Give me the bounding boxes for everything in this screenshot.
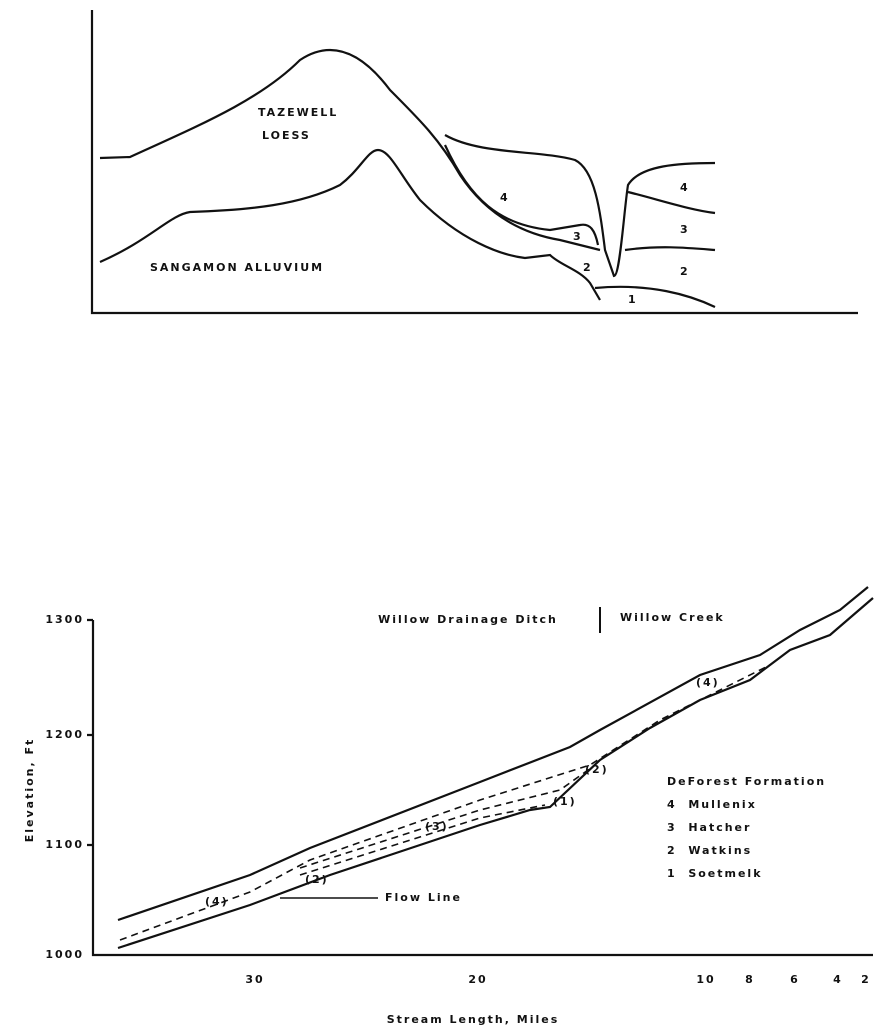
label: TAZEWELL	[258, 106, 338, 119]
label: SANGAMON ALLUVIUM	[150, 261, 324, 274]
x-tick-label: 6	[790, 973, 800, 986]
header: Willow Drainage Ditch	[378, 613, 558, 626]
label: 2	[680, 265, 690, 278]
unit-label: (4)	[205, 895, 229, 908]
unit-label: (2)	[305, 873, 329, 886]
unit-boundary	[299, 804, 546, 876]
label: 3	[573, 230, 583, 243]
unit-3-base	[443, 144, 600, 246]
label: 2	[583, 261, 593, 274]
axis	[91, 620, 873, 957]
label: 4	[500, 191, 510, 204]
x-tick-label: 20	[468, 973, 487, 986]
legend-item: 2 Watkins	[667, 844, 752, 857]
unit-label: (3)	[425, 820, 449, 833]
sangamon-surface	[99, 148, 601, 301]
y-axis-label: Elevation, Ft	[23, 738, 36, 843]
flow-line	[117, 597, 874, 950]
unit-label: (2)	[585, 763, 609, 776]
x-tick-label: 8	[745, 973, 755, 986]
legend-item: 3 Hatcher	[667, 821, 751, 834]
y-tick-label: 1100	[45, 838, 84, 851]
y-tick-label: 1000	[45, 948, 84, 961]
unit-boundary	[119, 664, 771, 941]
y-tick-label: 1200	[45, 728, 84, 741]
label: 1	[628, 293, 638, 306]
label: 4	[680, 181, 690, 194]
x-tick-label: 10	[696, 973, 715, 986]
label: 3	[680, 223, 690, 236]
axis	[90, 10, 858, 315]
label: LOESS	[262, 129, 311, 142]
stream-surface	[117, 586, 869, 922]
unit-2-right	[624, 246, 716, 252]
x-tick-label: 4	[833, 973, 843, 986]
x-tick-label: 2	[861, 973, 871, 986]
unit-boundary	[299, 764, 596, 869]
legend-title: DeForest Formation	[667, 775, 826, 788]
legend-item: 4 Mullenix	[667, 798, 757, 811]
bottom-diagram: Willow Drainage Ditch Willow Creek Eleva…	[23, 586, 874, 1026]
unit-4-base	[444, 134, 716, 278]
top-diagram: TAZEWELL LOESS SANGAMON ALLUVIUM 4 3 2 1…	[90, 10, 858, 315]
tick	[87, 618, 93, 847]
x-axis-label: Stream Length, Miles	[387, 1013, 560, 1026]
unit-label: (4)	[696, 676, 720, 689]
x-tick-label: 30	[245, 973, 264, 986]
unit-label: (1)	[553, 795, 577, 808]
y-tick-label: 1300	[45, 613, 84, 626]
unit-3-right	[627, 190, 716, 215]
unit-1-top	[594, 285, 716, 308]
header: Willow Creek	[620, 611, 725, 624]
loess-surface	[99, 48, 601, 252]
legend-item: 1 Soetmelk	[667, 867, 763, 880]
flow-line-label: Flow Line	[385, 891, 462, 904]
